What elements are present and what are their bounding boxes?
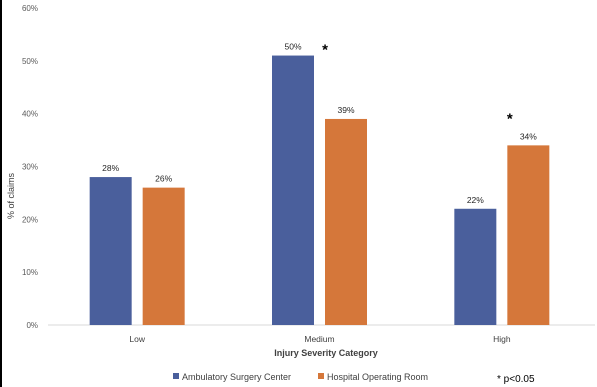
category-labels: Low Medium High: [129, 334, 510, 344]
bars: [89, 55, 550, 326]
bar-value-label: 34%: [520, 131, 537, 141]
bar-low-1: [142, 187, 185, 325]
legend-label: Hospital Operating Room: [327, 372, 428, 382]
bar-value-labels: 28% 26% 50% 39% 22% 34%: [102, 42, 537, 205]
category-label: Medium: [304, 334, 334, 344]
category-label: Low: [129, 334, 145, 344]
legend-label: Ambulatory Surgery Center: [182, 372, 291, 382]
legend-swatch: [318, 373, 324, 379]
bar-low-0: [89, 177, 132, 325]
y-axis-title: % of claims: [6, 172, 16, 219]
y-tick-label: 30%: [22, 163, 38, 172]
y-tick-label: 50%: [22, 57, 38, 66]
bar-high-1: [507, 145, 550, 325]
category-label: High: [493, 334, 511, 344]
bar-value-label: 28%: [102, 163, 119, 173]
y-tick-label: 60%: [22, 4, 38, 13]
bar-value-label: 22%: [467, 195, 484, 205]
y-tick-label: 40%: [22, 110, 38, 119]
y-axis-ticks: 0% 10% 20% 30% 40% 50% 60%: [22, 4, 38, 330]
significance-marker: *: [322, 42, 328, 59]
significance-note: * p<0.05: [497, 374, 535, 385]
bar-value-label: 50%: [284, 42, 301, 52]
bar-value-label: 39%: [337, 105, 354, 115]
significance-markers: **: [322, 42, 513, 128]
y-tick-label: 0%: [26, 321, 38, 330]
y-tick-label: 20%: [22, 215, 38, 224]
significance-marker: *: [507, 110, 513, 127]
left-border: [0, 0, 2, 387]
bar-medium-1: [325, 118, 367, 325]
legend-swatch: [173, 373, 179, 379]
y-tick-label: 10%: [22, 268, 38, 277]
bar-medium-0: [272, 55, 314, 326]
bar-high-0: [454, 208, 497, 325]
x-axis-title: Injury Severity Category: [274, 348, 378, 358]
legend: Ambulatory Surgery Center Hospital Operat…: [173, 372, 428, 382]
bar-value-label: 26%: [155, 174, 172, 184]
